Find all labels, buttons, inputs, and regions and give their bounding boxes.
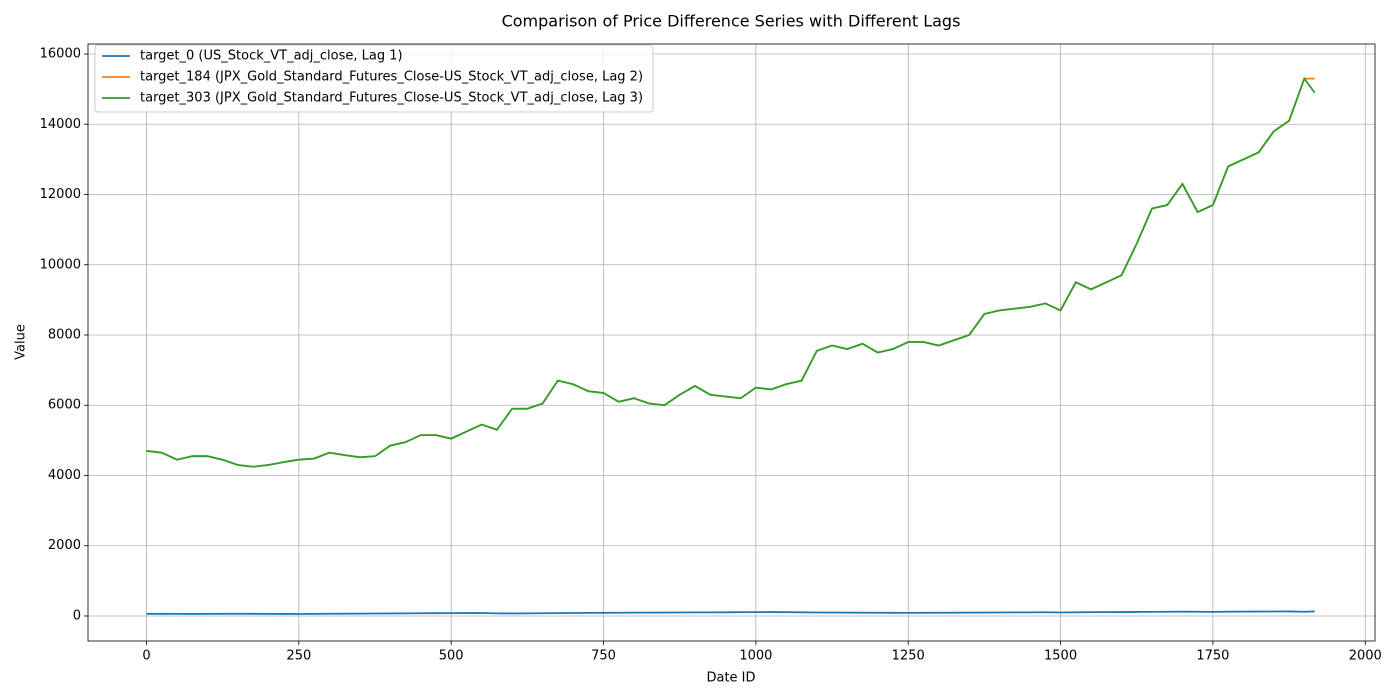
y-tick-label: 10000 bbox=[40, 257, 81, 272]
series-line bbox=[146, 610, 1315, 615]
x-tick-label: 1500 bbox=[1044, 649, 1077, 664]
x-tick-label: 1000 bbox=[739, 649, 772, 664]
x-tick-label: 500 bbox=[439, 649, 464, 664]
x-tick-label: 2000 bbox=[1349, 649, 1382, 664]
legend-label: target_0 (US_Stock_VT_adj_close, Lag 1) bbox=[140, 49, 403, 64]
x-tick-label: 1250 bbox=[892, 649, 925, 664]
y-axis-label: Value bbox=[14, 324, 29, 360]
y-tick-label: 8000 bbox=[48, 328, 81, 343]
y-tick-label: 12000 bbox=[40, 187, 81, 202]
series-line bbox=[146, 76, 1316, 468]
y-tick-label: 14000 bbox=[40, 117, 81, 132]
legend-label: target_184 (JPX_Gold_Standard_Futures_Cl… bbox=[140, 70, 643, 85]
y-tick-label: 6000 bbox=[48, 398, 81, 413]
legend: target_0 (US_Stock_VT_adj_close, Lag 1) t… bbox=[94, 44, 654, 113]
x-tick-label: 1750 bbox=[1196, 649, 1229, 664]
y-tick-label: 4000 bbox=[48, 468, 81, 483]
plot-frame bbox=[87, 43, 1376, 642]
legend-label: target_303 (JPX_Gold_Standard_Futures_Cl… bbox=[140, 91, 643, 106]
x-axis-label: Date ID bbox=[706, 671, 755, 686]
series-line bbox=[146, 77, 1315, 468]
x-tick-label: 0 bbox=[142, 649, 150, 664]
legend-box bbox=[94, 44, 654, 113]
x-tick-label: 750 bbox=[591, 649, 616, 664]
y-tick-label: 16000 bbox=[40, 47, 81, 62]
x-tick-label: 250 bbox=[286, 649, 311, 664]
y-tick-label: 0 bbox=[73, 608, 81, 623]
y-tick-label: 2000 bbox=[48, 538, 81, 553]
chart-title: Comparison of Price Difference Series wi… bbox=[502, 12, 961, 31]
